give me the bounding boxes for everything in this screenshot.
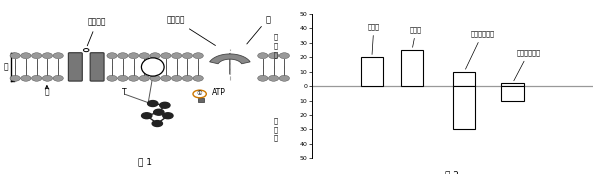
Text: 乙: 乙	[45, 88, 49, 97]
Bar	[361, 57, 383, 86]
Bar	[502, 86, 523, 101]
Circle shape	[148, 101, 158, 106]
Circle shape	[128, 75, 139, 81]
Circle shape	[150, 53, 160, 59]
Text: 丙: 丙	[265, 16, 270, 25]
Text: 磷脂酰乙醇胺: 磷脂酰乙醇胺	[465, 31, 494, 69]
Circle shape	[163, 113, 173, 119]
Text: 离子通道: 离子通道	[87, 17, 106, 46]
Circle shape	[280, 75, 290, 81]
Circle shape	[128, 53, 139, 59]
Circle shape	[182, 75, 192, 81]
Circle shape	[193, 75, 203, 81]
Circle shape	[31, 53, 42, 59]
Text: 甲: 甲	[3, 62, 8, 72]
Text: 鞘磷脂: 鞘磷脂	[368, 23, 380, 54]
Circle shape	[280, 53, 290, 59]
Text: 膜
内
侧: 膜 内 侧	[273, 118, 278, 141]
Circle shape	[107, 75, 117, 81]
Circle shape	[182, 53, 192, 59]
Text: 图 1: 图 1	[138, 157, 152, 166]
Circle shape	[152, 121, 162, 126]
Circle shape	[172, 75, 182, 81]
Circle shape	[161, 53, 171, 59]
Circle shape	[117, 53, 128, 59]
Circle shape	[139, 75, 149, 81]
Bar	[401, 50, 423, 86]
Text: ATP: ATP	[212, 88, 226, 97]
Text: T: T	[122, 88, 126, 97]
Circle shape	[117, 75, 128, 81]
Circle shape	[154, 109, 164, 115]
Circle shape	[160, 102, 170, 108]
Circle shape	[42, 75, 53, 81]
Circle shape	[269, 53, 279, 59]
Circle shape	[53, 53, 64, 59]
Text: 磷脂酰丝氨酸: 磷脂酰丝氨酸	[514, 49, 540, 81]
Circle shape	[21, 75, 31, 81]
Circle shape	[31, 75, 42, 81]
Circle shape	[269, 75, 279, 81]
Circle shape	[21, 53, 31, 59]
Polygon shape	[210, 54, 250, 64]
Text: 膜
外
侧: 膜 外 侧	[273, 34, 278, 58]
Circle shape	[161, 75, 171, 81]
Ellipse shape	[142, 58, 164, 76]
Circle shape	[83, 49, 89, 52]
Circle shape	[107, 53, 117, 59]
Circle shape	[193, 90, 206, 98]
Text: 图 2: 图 2	[445, 170, 459, 174]
Circle shape	[42, 53, 53, 59]
Circle shape	[53, 75, 64, 81]
Circle shape	[150, 75, 160, 81]
Text: 卵磷脂: 卵磷脂	[410, 26, 422, 47]
Circle shape	[258, 75, 268, 81]
Circle shape	[258, 53, 268, 59]
Circle shape	[142, 113, 152, 119]
Bar	[502, 83, 523, 86]
Bar	[198, 98, 204, 102]
Circle shape	[10, 75, 20, 81]
Circle shape	[172, 53, 182, 59]
Circle shape	[10, 53, 20, 59]
Text: 载体蛋白: 载体蛋白	[166, 16, 215, 45]
FancyBboxPatch shape	[90, 53, 104, 81]
Bar	[453, 86, 476, 129]
Circle shape	[193, 53, 203, 59]
Text: ①: ①	[197, 92, 203, 96]
FancyBboxPatch shape	[68, 53, 82, 81]
Bar	[453, 72, 476, 86]
Circle shape	[139, 53, 149, 59]
